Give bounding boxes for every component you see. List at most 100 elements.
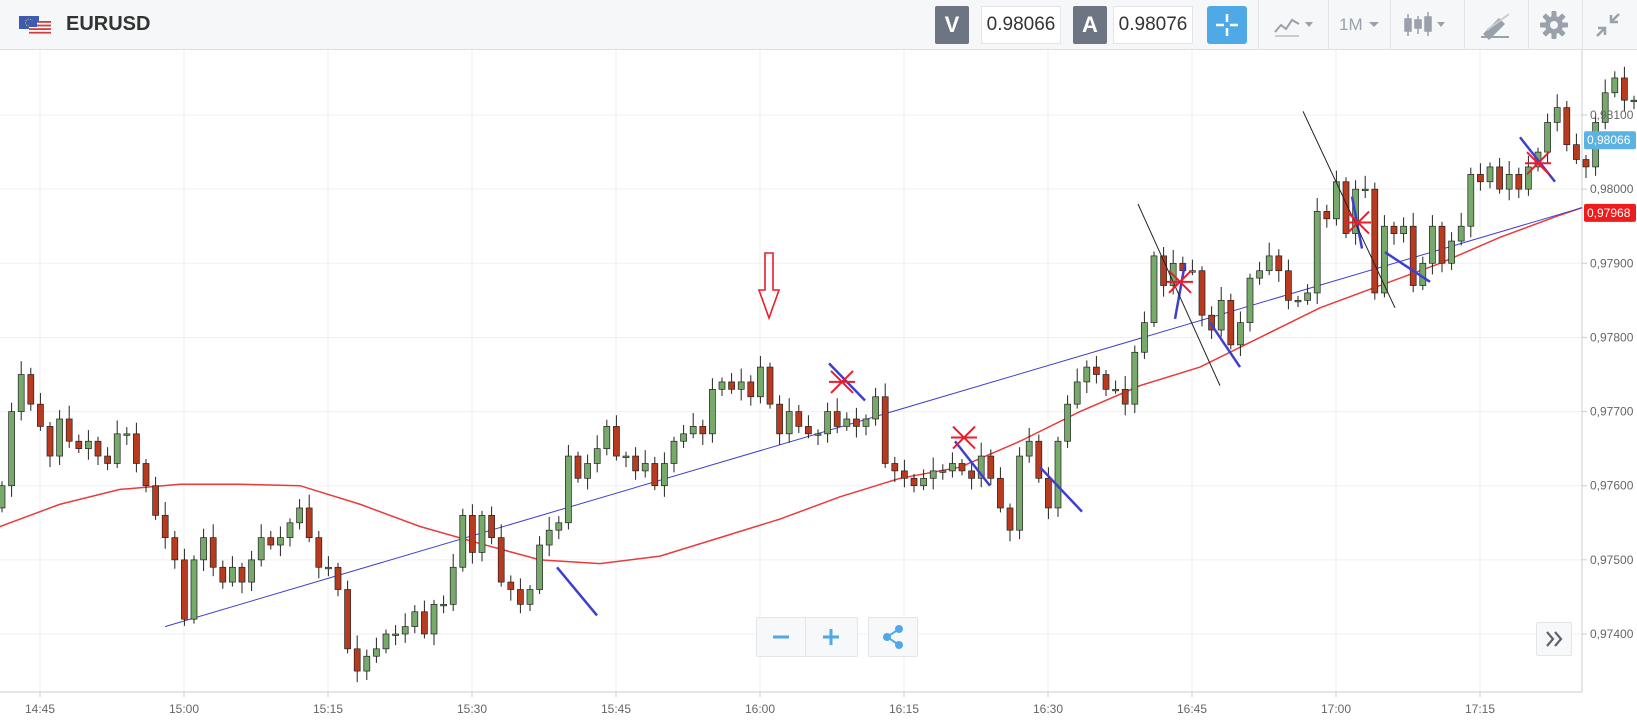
- candle-body: [689, 426, 697, 435]
- candle: [1150, 251, 1158, 328]
- scroll-right-button[interactable]: [1536, 622, 1572, 656]
- candle: [939, 464, 947, 480]
- candle: [1265, 242, 1273, 276]
- candle: [1054, 436, 1062, 517]
- price-chart[interactable]: 0,97400 0,97500 0,97600 0,97700 0,97800 0,979…: [0, 50, 1637, 725]
- candle-body: [190, 559, 198, 620]
- candle-body: [584, 463, 591, 479]
- candle: [747, 375, 755, 406]
- sell-button[interactable]: V: [935, 6, 969, 44]
- candle-body: [1621, 77, 1628, 101]
- chart-grid: [0, 50, 1583, 693]
- buy-button[interactable]: A: [1073, 6, 1107, 44]
- candle-body: [737, 381, 745, 390]
- current-price-tag: 0,98066: [1584, 131, 1636, 150]
- candle: [1227, 293, 1235, 350]
- candle: [987, 449, 995, 485]
- candle: [949, 452, 956, 478]
- candle-body: [661, 463, 668, 487]
- candle-body: [603, 426, 611, 449]
- candle: [1611, 71, 1619, 98]
- settings-button[interactable]: [1528, 0, 1581, 50]
- candle: [728, 373, 735, 394]
- candle: [1131, 345, 1139, 414]
- candle: [824, 402, 831, 443]
- candle: [209, 524, 217, 577]
- candle: [670, 436, 678, 473]
- candle: [1419, 256, 1427, 290]
- candle: [353, 635, 361, 683]
- candle-body: [968, 470, 975, 479]
- candle: [440, 595, 447, 614]
- candle-body: [17, 374, 25, 412]
- candle-body: [517, 589, 524, 605]
- crosshair-button[interactable]: [1207, 6, 1247, 44]
- candle-body: [1083, 366, 1091, 383]
- candle: [219, 560, 227, 589]
- buy-price: 0.98076: [1113, 6, 1193, 44]
- candle: [814, 429, 822, 445]
- candle-body: [75, 440, 83, 449]
- share-button[interactable]: [868, 617, 918, 657]
- candle-body: [507, 581, 515, 590]
- candle-body: [267, 537, 275, 546]
- candle: [1217, 287, 1225, 337]
- candle: [113, 420, 121, 468]
- x-tick-label: 15:00: [169, 702, 199, 716]
- candle: [709, 378, 716, 443]
- candle: [85, 430, 92, 460]
- candle-body: [833, 411, 841, 427]
- candle-body: [1304, 292, 1311, 301]
- candle: [248, 550, 255, 591]
- candle-body: [929, 470, 937, 479]
- candle-body: [977, 455, 985, 479]
- candle: [1582, 155, 1590, 179]
- candle: [1313, 198, 1321, 305]
- zoom-out-button[interactable]: [757, 618, 806, 656]
- candle-body: [718, 381, 726, 390]
- x-tick-label: 16:00: [745, 702, 775, 716]
- y-tick-label: 0,97500: [1590, 553, 1634, 567]
- candle-body: [104, 455, 111, 464]
- candle-body: [315, 537, 323, 568]
- candle-body: [181, 559, 188, 620]
- candle-body: [8, 411, 15, 487]
- candle: [382, 629, 390, 654]
- candle: [267, 530, 275, 550]
- candle-body: [622, 455, 630, 458]
- zoom-in-button[interactable]: [807, 618, 855, 656]
- candle: [411, 605, 419, 634]
- candle-type-dropdown[interactable]: [1390, 0, 1463, 50]
- y-tick-label: 0,97900: [1590, 256, 1634, 270]
- collapse-button[interactable]: [1582, 0, 1637, 50]
- candle: [1025, 427, 1033, 463]
- candle-body: [152, 485, 159, 516]
- chart-type-dropdown[interactable]: [1258, 0, 1327, 50]
- candle: [421, 600, 428, 639]
- timeframe-dropdown[interactable]: 1M: [1328, 0, 1389, 50]
- candle: [737, 368, 745, 401]
- candle-body: [699, 426, 707, 435]
- candle: [776, 395, 783, 445]
- candle: [920, 469, 927, 491]
- candle: [1563, 100, 1571, 152]
- candle-body: [373, 648, 380, 657]
- crosshair-icon: [1216, 14, 1238, 36]
- y-tick-label: 0,98000: [1590, 182, 1634, 196]
- candle: [104, 447, 111, 471]
- candle-body: [651, 463, 659, 487]
- candle-body: [853, 418, 860, 427]
- candle-body: [574, 455, 582, 479]
- drawing-tools-button[interactable]: [1464, 0, 1527, 50]
- candle-body: [1400, 225, 1407, 234]
- candle-body: [1227, 300, 1235, 346]
- candle: [17, 361, 25, 421]
- x-tick-label: 15:30: [457, 702, 487, 716]
- candle-body: [958, 463, 966, 472]
- candle: [593, 435, 601, 473]
- candle-body: [248, 559, 255, 583]
- candle-body: [238, 566, 246, 583]
- candle: [305, 494, 313, 543]
- candle-body: [334, 566, 342, 590]
- candle-body: [987, 455, 995, 479]
